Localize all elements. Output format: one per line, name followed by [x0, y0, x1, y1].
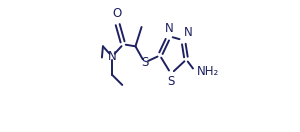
Text: N: N — [108, 50, 116, 63]
Text: O: O — [112, 7, 121, 20]
Text: S: S — [167, 75, 175, 88]
Text: N: N — [165, 22, 173, 35]
Text: S: S — [141, 56, 148, 69]
Text: N: N — [184, 26, 193, 39]
Text: NH₂: NH₂ — [196, 65, 219, 78]
